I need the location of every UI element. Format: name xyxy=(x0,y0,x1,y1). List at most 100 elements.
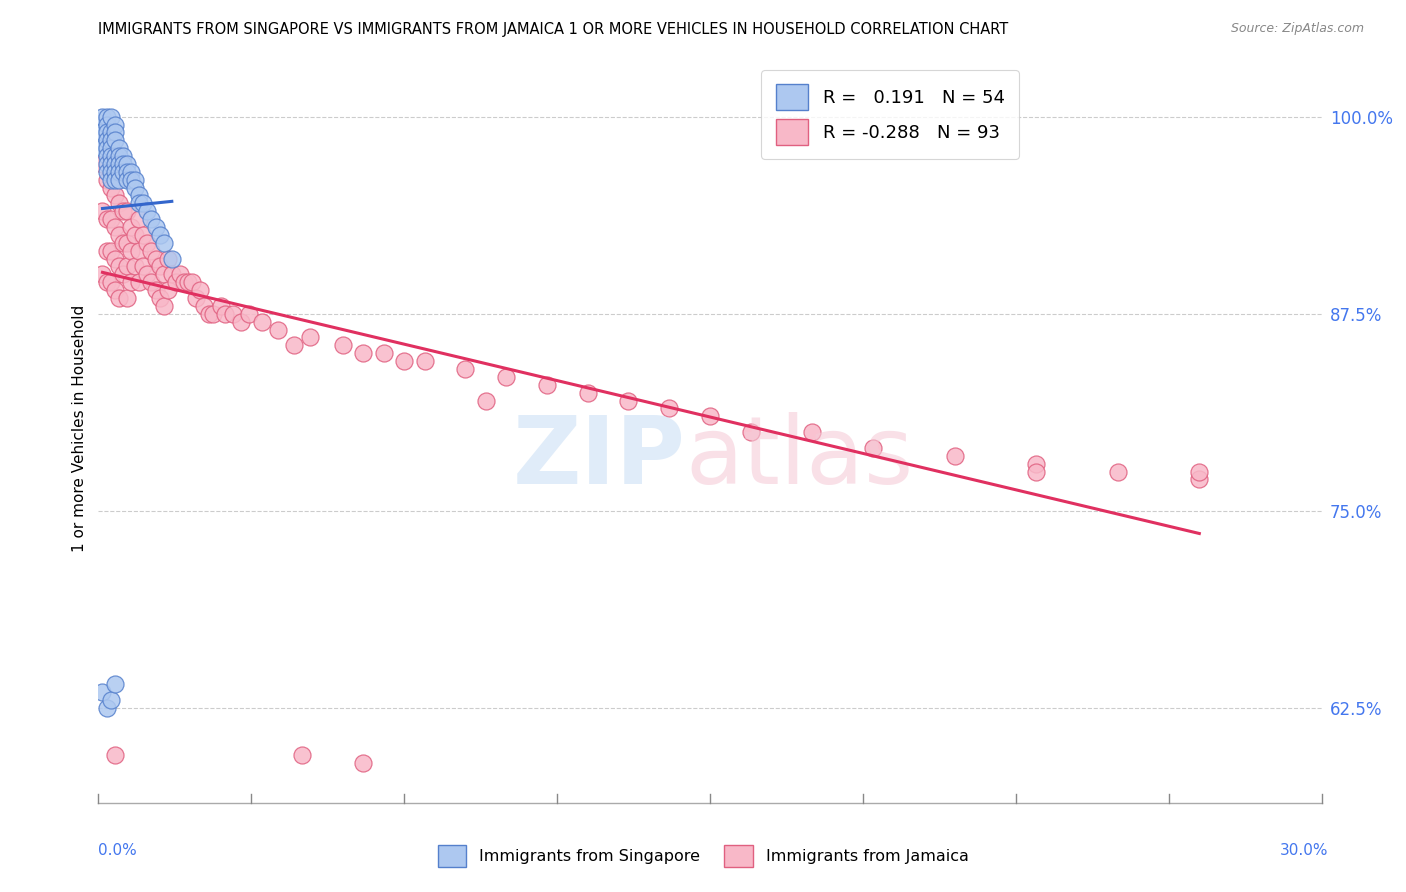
Point xyxy=(108,157,131,171)
Point xyxy=(352,756,374,771)
Point xyxy=(141,212,163,227)
Point xyxy=(128,275,150,289)
Point xyxy=(100,157,122,171)
Point xyxy=(108,149,131,163)
Point xyxy=(104,118,127,132)
Point xyxy=(392,354,416,368)
Point xyxy=(91,204,114,219)
Point xyxy=(96,157,118,171)
Point xyxy=(658,401,681,416)
Point xyxy=(91,685,114,699)
Point xyxy=(283,338,305,352)
Point xyxy=(267,322,290,336)
Point xyxy=(104,748,127,763)
Point xyxy=(96,165,118,179)
Point xyxy=(115,260,138,274)
Point xyxy=(111,268,134,282)
Point xyxy=(291,748,314,763)
Point xyxy=(115,157,138,171)
Point xyxy=(128,196,150,211)
Point xyxy=(536,377,558,392)
Point xyxy=(145,252,167,266)
Point xyxy=(141,275,163,289)
Text: IMMIGRANTS FROM SINGAPORE VS IMMIGRANTS FROM JAMAICA 1 OR MORE VEHICLES IN HOUSE: IMMIGRANTS FROM SINGAPORE VS IMMIGRANTS … xyxy=(98,22,1008,37)
Point xyxy=(250,315,273,329)
Point xyxy=(201,307,224,321)
Point xyxy=(115,172,138,186)
Text: 0.0%: 0.0% xyxy=(98,843,138,858)
Point xyxy=(299,330,322,344)
Point xyxy=(108,291,131,305)
Point xyxy=(104,252,127,266)
Point xyxy=(136,204,159,219)
Point xyxy=(413,354,436,368)
Point xyxy=(120,275,142,289)
Point xyxy=(104,165,127,179)
Point xyxy=(352,346,374,360)
Point xyxy=(495,370,517,384)
Point xyxy=(108,172,131,186)
Point xyxy=(115,235,138,250)
Point xyxy=(115,204,138,219)
Point xyxy=(332,338,354,352)
Point xyxy=(115,291,138,305)
Point xyxy=(193,299,215,313)
Point xyxy=(124,227,146,242)
Point xyxy=(576,385,599,400)
Point xyxy=(91,268,114,282)
Point xyxy=(91,110,114,124)
Point xyxy=(943,449,966,463)
Point xyxy=(169,268,191,282)
Point xyxy=(141,244,163,258)
Point xyxy=(160,252,183,266)
Point xyxy=(124,172,146,186)
Point xyxy=(111,157,134,171)
Point xyxy=(100,275,122,289)
Point xyxy=(160,268,183,282)
Point xyxy=(132,196,155,211)
Point xyxy=(124,180,146,194)
Point xyxy=(100,110,122,124)
Point xyxy=(149,227,172,242)
Point xyxy=(136,235,159,250)
Point xyxy=(91,141,114,155)
Point xyxy=(177,275,200,289)
Point xyxy=(209,299,232,313)
Point xyxy=(104,677,127,691)
Point xyxy=(108,165,131,179)
Point xyxy=(165,275,187,289)
Point xyxy=(96,133,118,147)
Point xyxy=(108,141,131,155)
Point xyxy=(801,425,824,439)
Point xyxy=(474,393,498,408)
Point xyxy=(96,212,118,227)
Point xyxy=(128,188,150,202)
Legend: Immigrants from Singapore, Immigrants from Jamaica: Immigrants from Singapore, Immigrants fr… xyxy=(430,837,976,875)
Legend: R =   0.191   N = 54, R = -0.288   N = 93: R = 0.191 N = 54, R = -0.288 N = 93 xyxy=(761,70,1019,159)
Point xyxy=(111,204,134,219)
Point xyxy=(152,235,174,250)
Text: Source: ZipAtlas.com: Source: ZipAtlas.com xyxy=(1230,22,1364,36)
Point xyxy=(96,141,118,155)
Point xyxy=(152,299,174,313)
Point xyxy=(100,172,122,186)
Point xyxy=(104,149,127,163)
Point xyxy=(181,275,204,289)
Point xyxy=(152,268,174,282)
Point xyxy=(454,362,477,376)
Point xyxy=(108,196,131,211)
Point xyxy=(1188,472,1211,486)
Point xyxy=(100,165,122,179)
Text: atlas: atlas xyxy=(686,412,914,504)
Point xyxy=(111,235,134,250)
Point xyxy=(96,275,118,289)
Point xyxy=(156,283,179,297)
Point xyxy=(132,227,155,242)
Point xyxy=(96,172,118,186)
Point xyxy=(100,693,122,707)
Point xyxy=(104,283,127,297)
Point xyxy=(96,244,118,258)
Point xyxy=(124,260,146,274)
Point xyxy=(197,307,219,321)
Point xyxy=(1188,465,1211,479)
